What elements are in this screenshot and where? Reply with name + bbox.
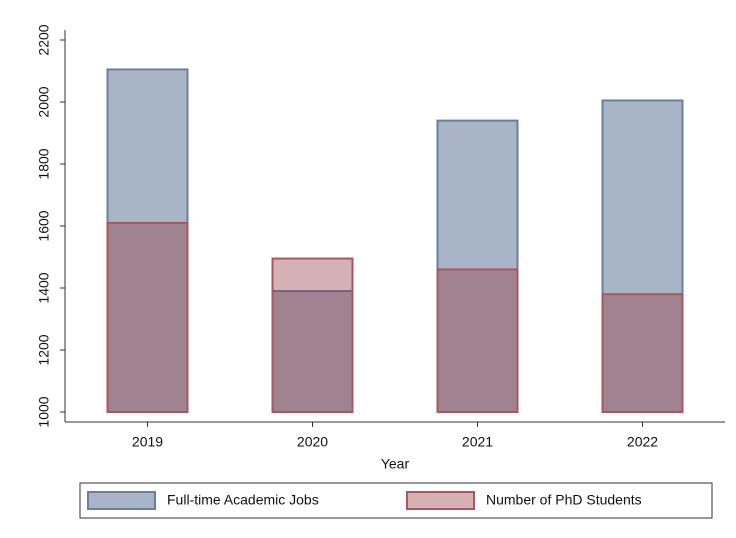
bar [436, 119, 519, 413]
bar [106, 221, 189, 413]
legend-box [79, 482, 713, 519]
y-tick-label: 1200 [36, 334, 52, 365]
y-tick-label: 2200 [36, 24, 52, 55]
legend-swatch [87, 491, 156, 510]
legend-label: Full-time Academic Jobs [167, 492, 319, 508]
bar [436, 268, 519, 413]
y-tick-label: 1600 [36, 210, 52, 241]
bar [601, 293, 684, 414]
legend-label: Number of PhD Students [486, 492, 642, 508]
x-tick-label: 2019 [132, 434, 163, 450]
x-axis-label: Year [381, 456, 410, 472]
x-tick-label: 2020 [297, 434, 328, 450]
x-tick-label: 2022 [627, 434, 658, 450]
bar [271, 257, 354, 413]
y-tick-label: 1000 [36, 396, 52, 427]
bar [106, 68, 189, 413]
y-tick-label: 2000 [36, 86, 52, 117]
x-tick-label: 2021 [462, 434, 493, 450]
legend-swatch [406, 491, 475, 510]
y-tick-label: 1400 [36, 272, 52, 303]
y-tick-label: 1800 [36, 148, 52, 179]
